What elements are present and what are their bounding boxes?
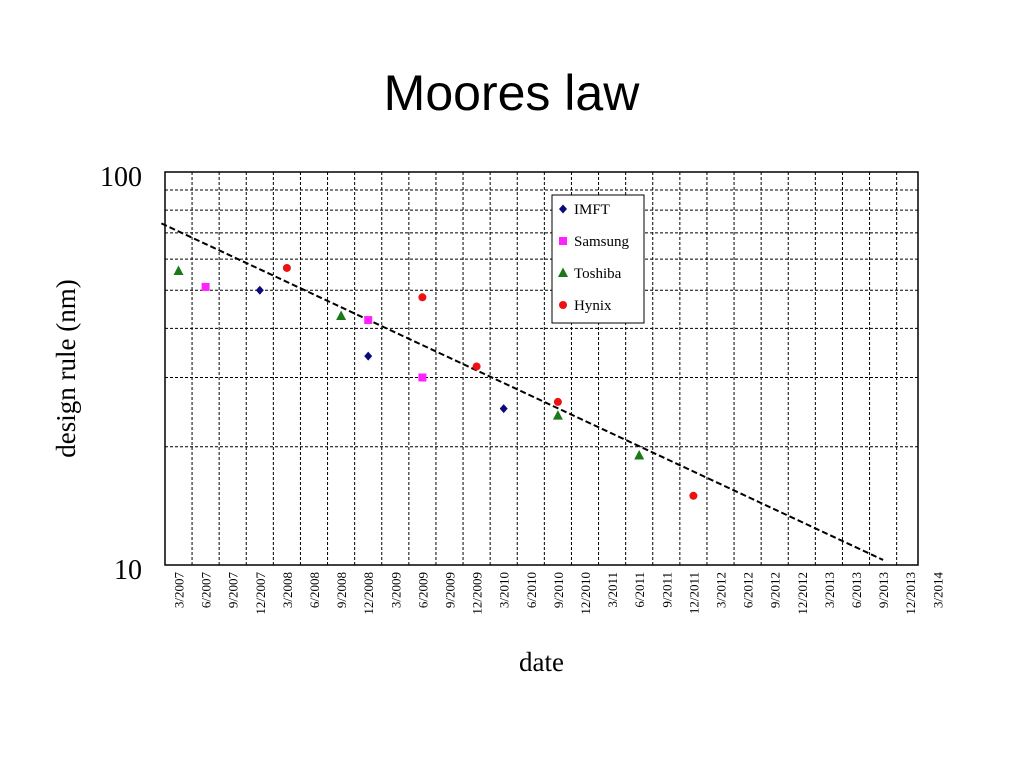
x-axis-label: date [519,647,564,677]
plot-frame [164,171,919,566]
y-tick-label: 100 [100,162,142,193]
legend-box [551,194,645,324]
x-tick-label: 6/2012 [741,572,756,608]
data-point-imft [255,285,264,295]
x-tick-label: 9/2011 [659,572,674,608]
data-point-hynix [282,263,291,272]
legend-label: Toshiba [574,266,622,282]
legend-marker-samsung [559,237,567,245]
legend: IMFT Samsung Toshiba Hynix [551,194,645,324]
x-tick-label: 12/2011 [686,572,701,614]
data-point-toshiba [173,265,184,275]
slide-title: Moores law [383,65,640,121]
legend-label: Hynix [574,298,612,314]
y-tick-label: 10 [114,555,142,586]
x-tick-label: 3/2007 [172,572,187,609]
grid [165,172,918,565]
x-tick-label: 3/2012 [714,572,729,608]
legend-marker-hynix [559,301,567,309]
data-point-samsung [201,282,210,291]
x-tick-label: 9/2012 [768,572,783,608]
y-axis-label: design rule (nm) [51,279,81,457]
x-tick-label: 12/2007 [253,572,268,615]
x-tick-label: 12/2010 [578,572,593,615]
x-axis-ticks: 3/2007 6/2007 9/2007 12/2007 3/2008 6/2008 9/2… [172,572,946,615]
x-tick-label: 3/2009 [388,572,403,608]
x-tick-label: 12/2013 [903,572,918,615]
x-tick-label: 3/2014 [930,572,945,609]
data-point-hynix [472,362,481,371]
x-tick-label: 3/2013 [822,572,837,608]
x-tick-label: 3/2011 [605,572,620,608]
x-tick-label: 6/2011 [632,572,647,608]
x-tick-label: 9/2008 [334,572,349,608]
x-tick-label: 6/2009 [415,572,430,608]
data-point-toshiba [336,310,347,321]
data-point-toshiba [552,410,563,420]
data-point-hynix [418,293,427,302]
legend-label: IMFT [574,202,610,218]
x-tick-label: 3/2008 [280,572,295,608]
x-tick-label: 6/2007 [199,572,214,609]
data-point-toshiba [634,449,645,460]
x-tick-label: 6/2013 [849,572,864,608]
data-point-imft [364,351,373,361]
x-tick-label: 9/2009 [443,572,458,608]
x-tick-label: 9/2007 [226,572,241,609]
data-point-hynix [689,491,698,500]
x-tick-label: 6/2010 [524,572,539,608]
data-point-samsung [364,316,373,325]
x-tick-label: 3/2010 [497,572,512,608]
y-axis-ticks: 100 10 [100,162,142,586]
trend-line [160,222,884,561]
x-tick-label: 6/2008 [307,572,322,608]
x-tick-label: 12/2008 [361,572,376,615]
legend-marker-toshiba [558,267,568,277]
data-point-samsung [418,373,427,382]
legend-label: Samsung [574,234,630,250]
data-point-imft [499,404,508,414]
x-tick-label: 9/2010 [551,572,566,608]
data-points [173,263,698,500]
x-tick-label: 12/2009 [470,572,485,615]
data-point-hynix [553,397,562,406]
x-tick-label: 12/2012 [795,572,810,615]
x-tick-label: 9/2013 [876,572,891,608]
legend-marker-imft [559,204,567,214]
